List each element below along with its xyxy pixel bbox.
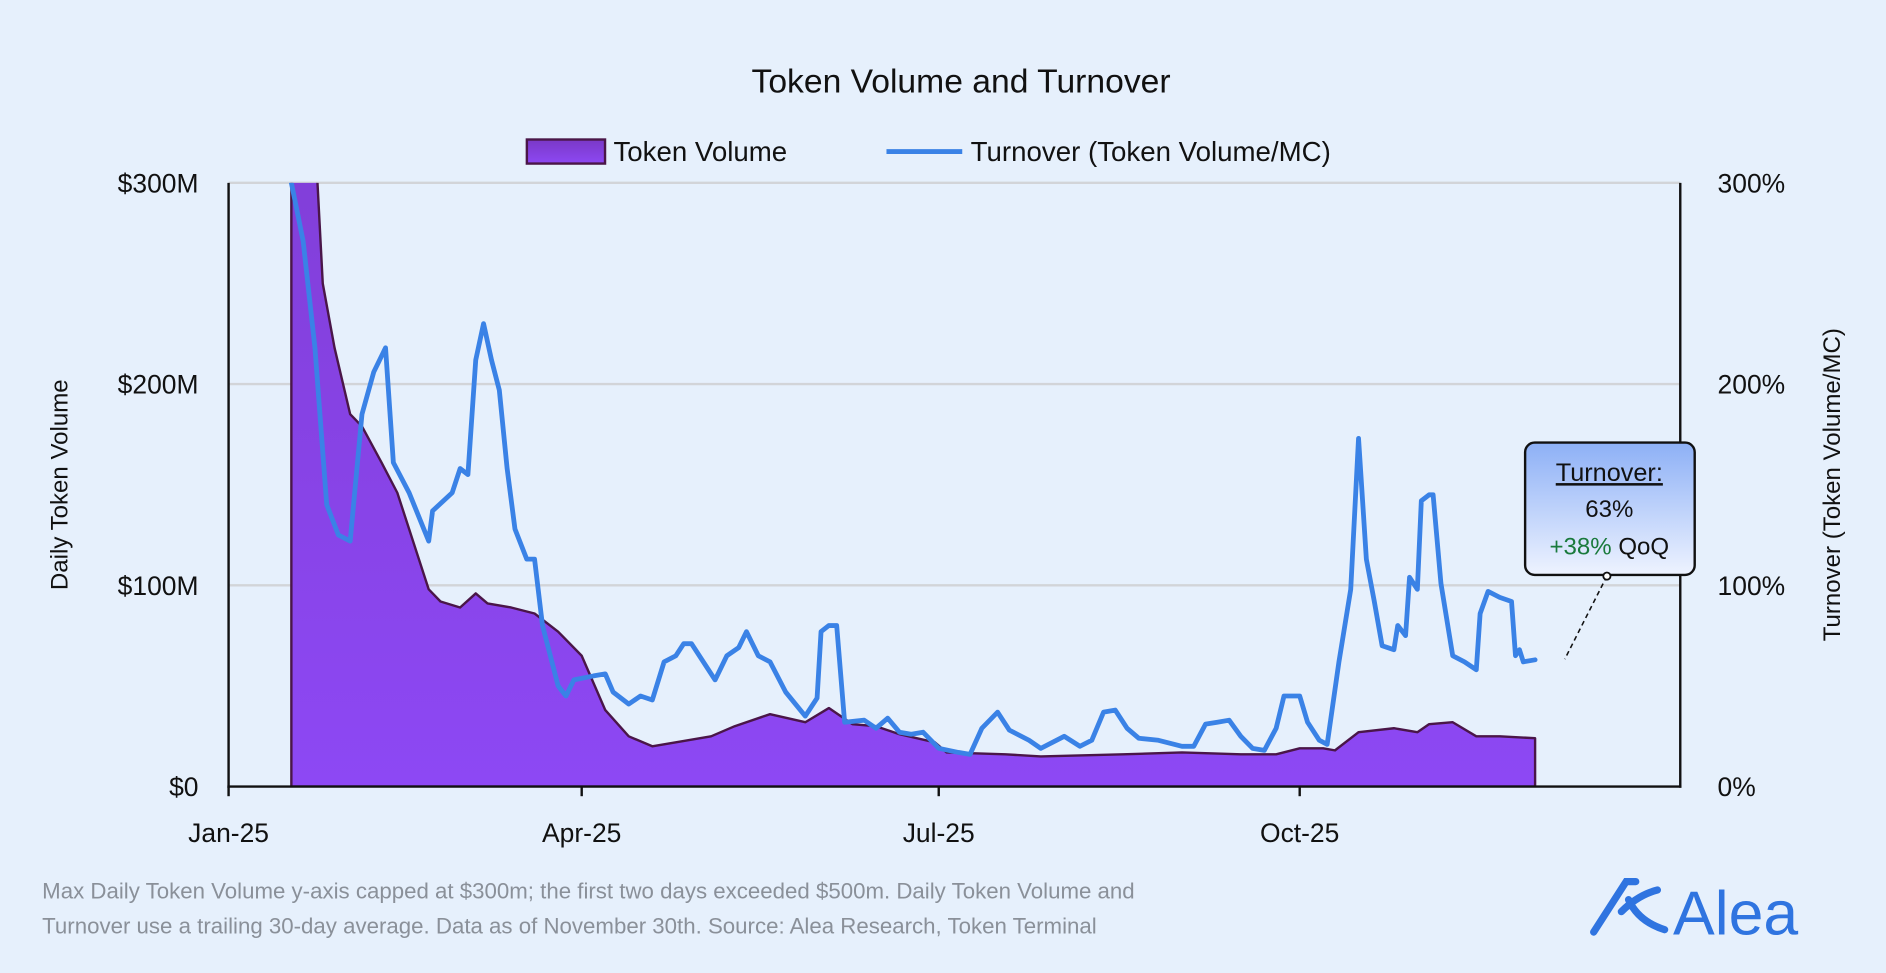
- annotation-heading: Turnover:: [1556, 459, 1663, 487]
- annotation-leader-line: [1564, 575, 1608, 660]
- annotation-change-suffix: QoQ: [1618, 533, 1669, 560]
- y-right-tick-label: 0%: [1718, 772, 1756, 802]
- y-left-tick-label: $100M: [118, 571, 199, 601]
- alea-logo-text: Alea: [1673, 879, 1798, 949]
- annotation-change-line: +38% QoQ: [1549, 533, 1669, 560]
- plot-area: [288, 182, 1538, 787]
- legend: Token Volume Turnover (Token Volume/MC): [525, 136, 1331, 167]
- x-tick-label: Apr-25: [542, 818, 621, 848]
- annotation-anchor-dot: [1602, 571, 1612, 581]
- annotation-value: 63%: [1585, 496, 1633, 523]
- annotation-change: +38%: [1549, 533, 1611, 560]
- y-left-axis-label: Daily Token Volume: [46, 379, 73, 590]
- legend-swatch-token-volume: [525, 138, 607, 165]
- turnover-annotation: Turnover: 63% +38% QoQ: [1523, 441, 1696, 660]
- legend-label-turnover: Turnover (Token Volume/MC): [971, 136, 1331, 167]
- gridlines: [228, 181, 1681, 587]
- turnover-line: [288, 182, 1538, 757]
- x-tick-label: Oct-25: [1260, 818, 1339, 848]
- y-right-tick-label: 300%: [1718, 168, 1786, 198]
- legend-label-token-volume: Token Volume: [613, 136, 787, 167]
- y-left-tick-label: $0: [169, 772, 198, 802]
- y-left-tick-label: $200M: [118, 370, 199, 400]
- x-tick-label: Jan-25: [188, 818, 269, 848]
- y-right-axis-label: Turnover (Token Volume/MC): [1819, 328, 1846, 641]
- y-right-tick-label: 100%: [1718, 571, 1786, 601]
- footnote-line-1: Max Daily Token Volume y-axis capped at …: [42, 878, 1134, 903]
- chart-title: Token Volume and Turnover: [751, 64, 1170, 101]
- alea-logo-mark-icon: [1590, 877, 1669, 936]
- x-tick-label: Jul-25: [903, 818, 975, 848]
- y-right-tick-label: 200%: [1718, 370, 1786, 400]
- y-left-tick-label: $300M: [118, 168, 199, 198]
- tick-labels: $0 $100M $200M $300M 0% 100% 200% 300% Jan-25 Apr…: [118, 168, 1786, 847]
- alea-logo: Alea: [1590, 877, 1798, 949]
- token-volume-area: [290, 182, 1537, 787]
- footnote-line-2: Turnover use a trailing 30-day average. …: [42, 913, 1097, 938]
